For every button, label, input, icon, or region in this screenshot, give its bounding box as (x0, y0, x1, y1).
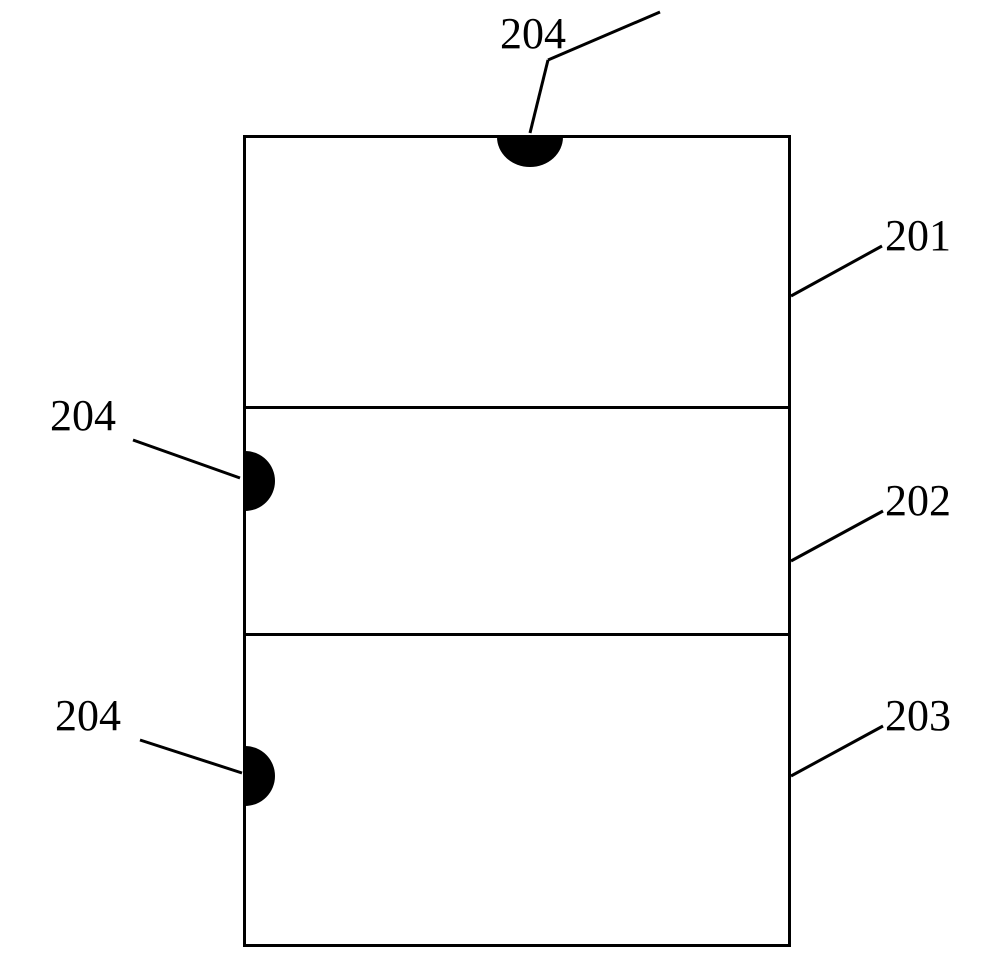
label-201: 201 (885, 210, 951, 261)
label-204-bot: 204 (55, 690, 121, 741)
diagram-root: 204 201 202 203 204 204 (0, 0, 1000, 964)
label-204-top: 204 (500, 8, 566, 59)
stack-box (243, 135, 791, 947)
label-203: 203 (885, 690, 951, 741)
dot-204-bottom (245, 746, 275, 806)
divider-2 (245, 633, 789, 636)
label-204-mid: 204 (50, 390, 116, 441)
divider-1 (245, 406, 789, 409)
label-202: 202 (885, 475, 951, 526)
dot-204-middle (245, 451, 275, 511)
dot-204-top (497, 137, 563, 167)
